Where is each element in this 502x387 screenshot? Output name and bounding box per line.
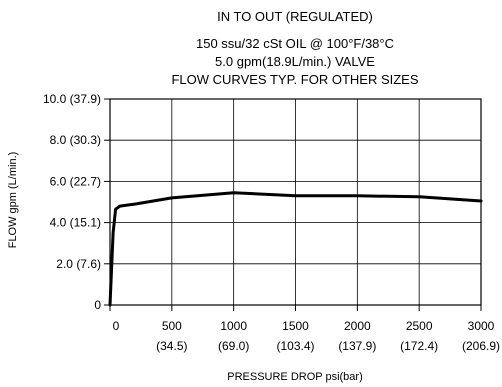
y-tick-label-4: 8.0 (30.3) (50, 133, 101, 147)
x-tick-label-3: 1500 (282, 319, 309, 333)
title-line-3: 5.0 gpm(18.9L/min.) VALVE (215, 54, 375, 69)
x-tick-label-1: 500 (162, 319, 182, 333)
y-tick-label-2: 4.0 (15.1) (50, 216, 101, 230)
y-tick-label-1: 2.0 (7.6) (56, 257, 101, 271)
x-tick-label-6: 3000 (468, 319, 495, 333)
x-tick-sublabel-4: (137.9) (338, 339, 376, 353)
y-tick-label-5: 10.0 (37.9) (43, 92, 101, 106)
x-tick-label-2: 1000 (220, 319, 247, 333)
title-line-1: IN TO OUT (REGULATED) (217, 9, 373, 24)
y-axis-label: FLOW gpm (L/min.) (7, 152, 19, 249)
series-line-0 (108, 191, 483, 307)
chart-title: IN TO OUT (REGULATED) 150 ssu/32 cSt OIL… (171, 9, 418, 87)
series (108, 191, 483, 307)
x-axis-label: PRESSURE DROP psi(bar) (227, 371, 363, 383)
x-tick-sublabel-6: (206.9) (462, 339, 500, 353)
axes (104, 98, 482, 311)
x-tick-sublabel-5: (172.4) (400, 339, 438, 353)
x-tick-sublabel-3: (103.4) (276, 339, 314, 353)
x-tick-label-4: 2000 (344, 319, 371, 333)
x-tick-sublabel-1: (34.5) (156, 339, 187, 353)
y-tick-label-3: 6.0 (22.7) (50, 174, 101, 188)
x-tick-label-0: 0 (113, 319, 120, 333)
grid (110, 99, 481, 305)
x-tick-sublabel-2: (69.0) (218, 339, 249, 353)
title-line-2: 150 ssu/32 cSt OIL @ 100°F/38°C (196, 36, 394, 51)
y-tick-label-0: 0 (94, 298, 101, 312)
title-line-4: FLOW CURVES TYP. FOR OTHER SIZES (171, 72, 418, 87)
x-tick-label-5: 2500 (406, 319, 433, 333)
tick-labels: 0 2.0 (7.6) 4.0 (15.1) 6.0 (22.7) 8.0 (30.3)… (43, 92, 500, 353)
